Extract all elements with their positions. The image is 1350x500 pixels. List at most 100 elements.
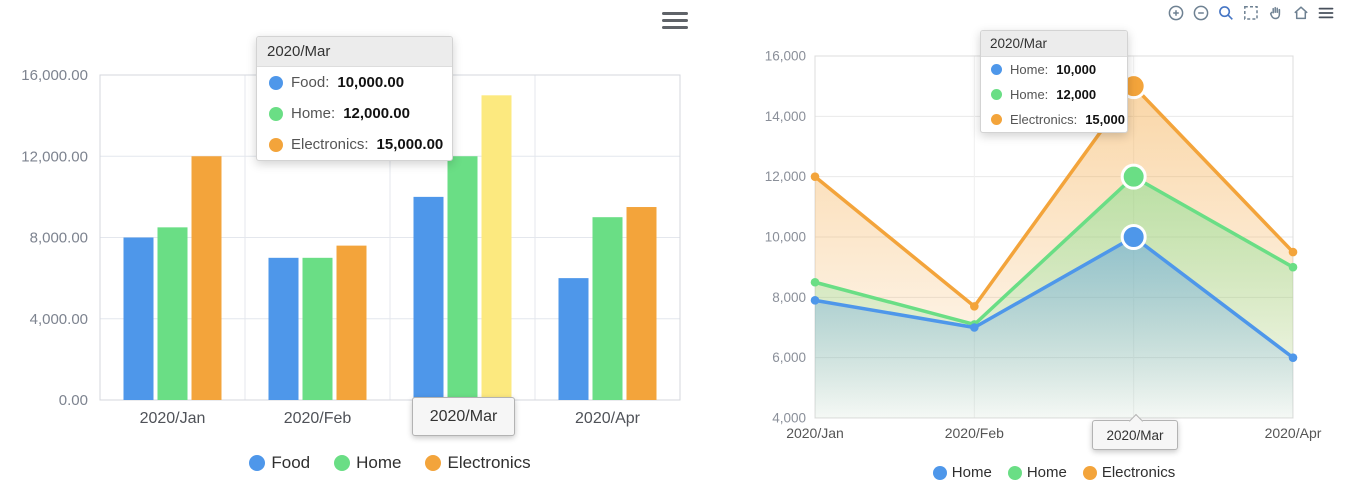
data-point[interactable] xyxy=(810,172,820,181)
tooltip-row: Home: 12,000.00 xyxy=(257,98,452,129)
zoom-search-icon[interactable] xyxy=(1216,3,1236,23)
bar-electronics-2[interactable] xyxy=(481,95,512,400)
legend-item-home-green[interactable]: Home xyxy=(1007,464,1067,481)
zoom-out-icon[interactable] xyxy=(1191,3,1211,23)
x-tick-label: 2020/Apr xyxy=(575,410,641,427)
legend-label: Electronics xyxy=(447,453,531,472)
menu-line xyxy=(662,26,688,29)
tooltip-row: Electronics: 15,000.00 xyxy=(257,129,452,160)
tooltip-series-value: 15,000.00 xyxy=(376,136,444,153)
tooltip-row: Home: 12,000 xyxy=(981,82,1127,107)
x-tick-label: 2020/Feb xyxy=(284,410,352,427)
y-tick-label: 12,000 xyxy=(765,169,806,184)
legend-dot xyxy=(1007,465,1022,480)
line-chart-canvas[interactable]: 4,000 6,000 8,000 10,000 12,000 14,000 16,000 2… xyxy=(735,0,1350,500)
data-point[interactable] xyxy=(810,277,820,287)
series-dot xyxy=(269,137,283,152)
bar-home-2[interactable] xyxy=(447,156,478,400)
bar-food-3[interactable] xyxy=(558,278,589,400)
legend-dot xyxy=(425,455,442,471)
legend-label: Electronics xyxy=(1101,464,1176,481)
y-tick-label: 16,000.00 xyxy=(21,67,88,84)
line-chart-tooltip: 2020/Mar Home: 10,000 Home: 12,000 Elect… xyxy=(980,30,1128,133)
data-point[interactable] xyxy=(1288,262,1298,272)
bar-food-0[interactable] xyxy=(123,237,154,401)
tooltip-series-value: 10,000.00 xyxy=(337,74,405,91)
bar-chart-panel: 0.00 4,000.00 8,000.00 12,000.00 16,000.00 20… xyxy=(21,12,688,473)
tooltip-series-value: 15,000 xyxy=(1085,112,1125,127)
y-tick-label: 8,000 xyxy=(772,290,806,305)
bar-food-1[interactable] xyxy=(268,257,299,400)
bar-home-0[interactable] xyxy=(157,227,188,400)
legend-label: Home xyxy=(356,453,402,472)
y-tick-label: 8,000.00 xyxy=(30,230,88,247)
x-tick-label: 2020/Jan xyxy=(786,425,844,441)
series-dot xyxy=(269,75,283,90)
chart-toolbar xyxy=(1166,3,1336,23)
tooltip-title: 2020/Mar xyxy=(257,37,452,67)
bar-home-1[interactable] xyxy=(302,257,333,400)
series-dot xyxy=(991,64,1002,75)
data-point-emphasis[interactable] xyxy=(1120,163,1147,190)
legend-item-electronics[interactable]: Electronics xyxy=(1082,464,1176,481)
tooltip-row: Home: 10,000 xyxy=(981,57,1127,82)
bar-electronics-3[interactable] xyxy=(626,207,657,400)
tooltip-series-label: Home: xyxy=(1010,62,1049,77)
area-series-0 xyxy=(815,237,1293,418)
pan-hand-icon[interactable] xyxy=(1266,3,1286,23)
tooltip-series-label: Home: xyxy=(1010,87,1049,102)
legend-item-food[interactable]: Food xyxy=(249,453,310,473)
series-dot xyxy=(991,114,1002,125)
data-point-emphasis[interactable] xyxy=(1120,224,1147,250)
line-chart-panel: 4,000 6,000 8,000 10,000 12,000 14,000 16,000 2… xyxy=(735,0,1350,500)
line-series-0[interactable] xyxy=(813,235,1295,360)
legend-label: Food xyxy=(271,453,311,472)
y-tick-label: 16,000 xyxy=(765,49,806,64)
axis-pointer-label: 2020/Mar xyxy=(412,397,515,436)
line-series-2[interactable] xyxy=(813,84,1295,309)
legend-item-home-blue[interactable]: Home xyxy=(932,464,992,481)
data-point[interactable] xyxy=(1288,247,1298,257)
legend-dot xyxy=(249,455,266,471)
menu-icon[interactable] xyxy=(662,12,688,33)
tooltip-title: 2020/Mar xyxy=(981,31,1127,57)
data-point[interactable] xyxy=(1288,353,1298,362)
tooltip-series-label: Food: xyxy=(291,74,330,91)
y-tick-label: 4,000.00 xyxy=(30,311,88,328)
tooltip-series-label: Electronics: xyxy=(291,136,369,153)
series-dot xyxy=(991,89,1002,100)
series-dot xyxy=(269,106,283,121)
menu-line xyxy=(662,12,688,15)
line-series-1[interactable] xyxy=(813,174,1295,327)
y-tick-label: 12,000.00 xyxy=(21,148,88,165)
bar-home-3[interactable] xyxy=(592,217,623,400)
selection-icon[interactable] xyxy=(1241,3,1261,23)
tooltip-series-value: 12,000.00 xyxy=(343,105,410,122)
tooltip-row: Electronics: 15,000 xyxy=(981,107,1127,132)
axis-pointer-label: 2020/Mar xyxy=(1092,420,1178,450)
data-point[interactable] xyxy=(970,323,979,332)
bar-electronics-1[interactable] xyxy=(336,245,367,400)
legend-label: Home xyxy=(951,464,992,481)
y-tick-label: 4,000 xyxy=(772,411,806,426)
legend-dot xyxy=(1082,465,1097,480)
home-icon[interactable] xyxy=(1291,3,1311,23)
tooltip-series-value: 12,000 xyxy=(1056,87,1097,102)
legend-label: Home xyxy=(1026,464,1067,481)
zoom-in-icon[interactable] xyxy=(1166,3,1186,23)
tooltip-series-label: Home: xyxy=(291,105,336,122)
bar-food-2[interactable] xyxy=(413,196,444,400)
bar-electronics-0[interactable] xyxy=(191,156,222,400)
bar-chart-legend: Food Home Electronics xyxy=(100,453,680,473)
x-tick-label: 2020/Feb xyxy=(945,425,1004,441)
legend-item-home[interactable]: Home xyxy=(334,453,401,473)
legend-item-electronics[interactable]: Electronics xyxy=(425,453,531,473)
legend-dot xyxy=(932,465,947,480)
toolbar-menu-icon[interactable] xyxy=(1316,3,1336,23)
line-chart-legend: Home Home Electronics xyxy=(815,464,1293,481)
data-point[interactable] xyxy=(810,296,820,305)
menu-line xyxy=(662,19,688,22)
x-tick-label: 2020/Jan xyxy=(140,410,206,427)
data-point[interactable] xyxy=(970,302,979,311)
